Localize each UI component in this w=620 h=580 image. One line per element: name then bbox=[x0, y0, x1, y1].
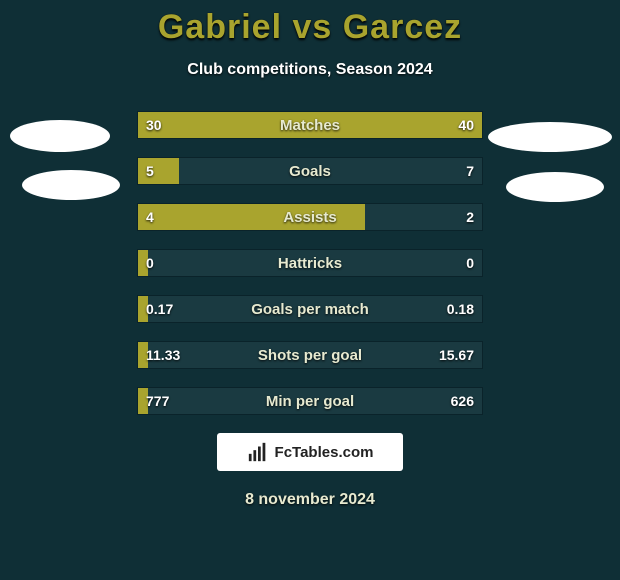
avatar-left_top bbox=[10, 120, 110, 152]
stat-value-right: 7 bbox=[458, 158, 482, 184]
avatar-right_top bbox=[488, 122, 612, 152]
stat-value-right: 626 bbox=[443, 388, 482, 414]
stat-label: Hattricks bbox=[138, 250, 482, 276]
stat-value-right: 15.67 bbox=[431, 342, 482, 368]
attribution-badge: FcTables.com bbox=[217, 433, 403, 471]
comparison-infographic: Gabriel vs Garcez Club competitions, Sea… bbox=[0, 0, 620, 580]
stat-label: Goals bbox=[138, 158, 482, 184]
stat-value-left: 30 bbox=[138, 112, 170, 138]
page-title: Gabriel vs Garcez bbox=[0, 0, 620, 47]
subtitle: Club competitions, Season 2024 bbox=[0, 61, 620, 79]
stat-value-right: 40 bbox=[450, 112, 482, 138]
stat-value-right: 2 bbox=[458, 204, 482, 230]
stat-row: Matches30 40 bbox=[137, 111, 483, 139]
stat-label: Goals per match bbox=[138, 296, 482, 322]
stat-row: Goals per match0.17 0.18 bbox=[137, 295, 483, 323]
attribution-text: FcTables.com bbox=[275, 444, 374, 461]
stat-value-left: 5 bbox=[138, 158, 162, 184]
stat-label: Min per goal bbox=[138, 388, 482, 414]
stat-value-left: 0 bbox=[138, 250, 162, 276]
stat-row: Hattricks0 0 bbox=[137, 249, 483, 277]
stat-row: Goals5 7 bbox=[137, 157, 483, 185]
stat-row: Min per goal777 626 bbox=[137, 387, 483, 415]
stat-row: Assists4 2 bbox=[137, 203, 483, 231]
barchart-icon bbox=[247, 441, 269, 463]
stat-rows: Matches30 40 Goals5 7 Assists4 2 Hattricks0 0 Go… bbox=[137, 111, 483, 415]
stat-label: Assists bbox=[138, 204, 482, 230]
stat-value-left: 4 bbox=[138, 204, 162, 230]
avatar-right_mid bbox=[506, 172, 604, 202]
stat-row: Shots per goal11.3315.67 bbox=[137, 341, 483, 369]
stat-value-right: 0.18 bbox=[439, 296, 482, 322]
avatar-left_mid bbox=[22, 170, 120, 200]
chart-area: Matches30 40 Goals5 7 Assists4 2 Hattricks0 0 Go… bbox=[0, 111, 620, 415]
date-text: 8 november 2024 bbox=[0, 491, 620, 509]
stat-label: Matches bbox=[138, 112, 482, 138]
stat-value-left: 11.33 bbox=[138, 342, 188, 368]
stat-value-right: 0 bbox=[458, 250, 482, 276]
stat-value-left: 0.17 bbox=[138, 296, 181, 322]
stat-value-left: 777 bbox=[138, 388, 177, 414]
